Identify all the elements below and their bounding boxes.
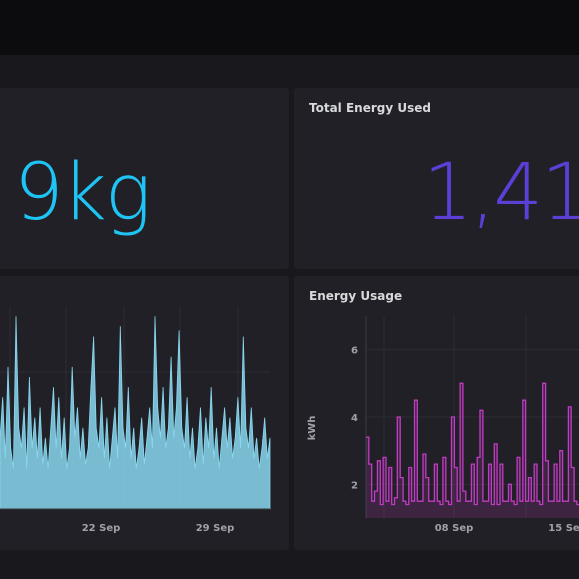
total-energy-stat-value: 1,418 [423,148,579,238]
y-tick-label: 6 [351,346,358,357]
energy-usage-panel[interactable]: Energy Usage 6 4 2 kWh 08 Sep 15 Se [294,276,579,550]
panel-title: Energy Usage [309,289,403,303]
co2-stat-panel[interactable]: 9kg [0,88,289,269]
energy-series-fill [366,383,579,518]
x-tick-label: 15 Se [548,523,579,534]
co2-series-area [0,316,271,510]
panel-title: Total Energy Used [309,101,431,115]
energy-usage-chart: 6 4 2 kWh 08 Sep 15 Se [307,316,579,534]
x-tick-label: 29 Sep [196,523,235,534]
x-tick-label: 22 Sep [82,523,121,534]
y-tick-label: 4 [351,413,358,424]
top-navbar [0,0,579,55]
energy-series-line [366,382,579,506]
total-energy-panel[interactable]: Total Energy Used 1,418 [294,88,579,269]
y-axis-label: kWh [307,416,318,441]
y-tick-label: 2 [351,480,358,491]
x-tick-label: 08 Sep [435,523,474,534]
co2-stat-value: 9kg [14,148,152,238]
